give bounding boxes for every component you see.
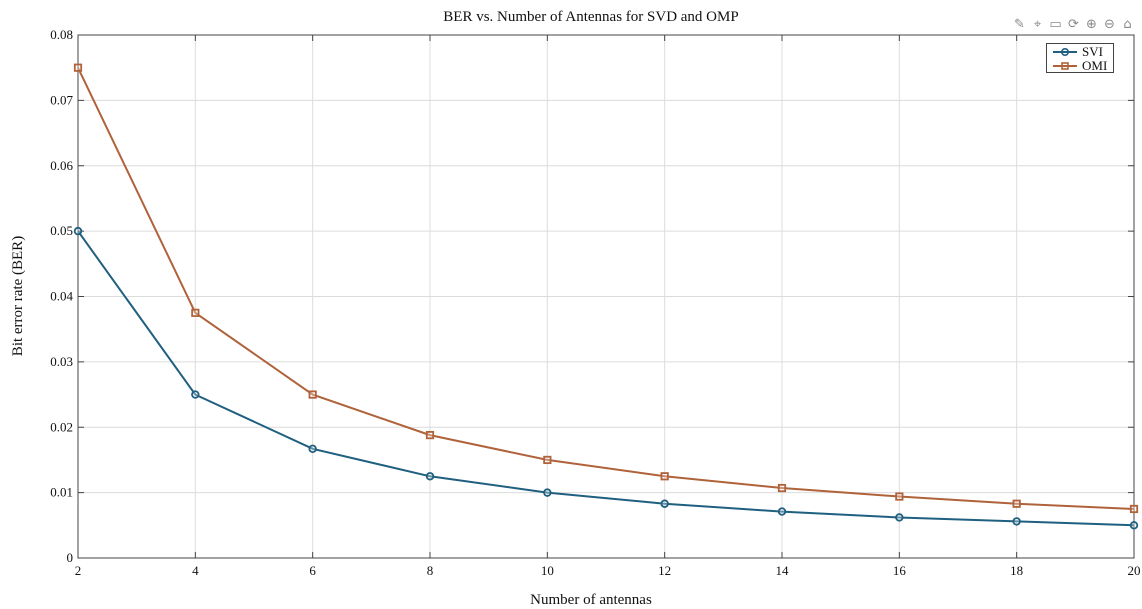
legend-label-svi: SVI	[1082, 44, 1103, 59]
data-point-omi	[1129, 504, 1139, 514]
legend: SVI OMI	[1046, 43, 1114, 73]
y-axis-label: Bit error rate (BER)	[10, 236, 26, 356]
export-icon[interactable]: ▭	[1049, 17, 1062, 32]
y-tick-label: 0.07	[50, 92, 73, 107]
brush-icon[interactable]: ✎	[1014, 17, 1025, 32]
x-tick-label: 8	[427, 563, 434, 578]
y-tick-label: 0.01	[50, 485, 73, 500]
legend-swatch-svi	[1053, 47, 1077, 57]
legend-label-omi: OMI	[1082, 58, 1108, 73]
series-line-omi	[77, 67, 1135, 510]
y-tick-label: 0.03	[50, 354, 73, 369]
zoom-in-icon[interactable]: ⊕	[1086, 17, 1097, 32]
axis-ticks: 2 4 6 8 10 12 14 16 18 20 0 0.01 0.02 0.03 0.04 0.05 0.0…	[50, 27, 1140, 578]
y-tick-label: 0	[67, 550, 74, 565]
y-tick-label: 0.05	[50, 223, 73, 238]
chart-title: BER vs. Number of Antennas for SVD and O…	[443, 9, 738, 25]
x-tick-label: 2	[75, 563, 82, 578]
data-point-omi	[543, 455, 552, 465]
data-point-svi	[1012, 517, 1021, 526]
rotate-icon[interactable]: ⟳	[1068, 17, 1079, 32]
data-point-omi	[1012, 499, 1021, 508]
data-point-svi	[660, 499, 669, 508]
x-tick-label: 14	[776, 563, 790, 578]
legend-swatch-omi	[1053, 62, 1077, 70]
data-point-svi	[308, 444, 317, 454]
data-point-omi	[425, 430, 435, 440]
data-point-svi	[777, 507, 787, 516]
x-tick-label: 18	[1010, 563, 1023, 578]
zoom-out-icon[interactable]: ⊖	[1104, 17, 1115, 32]
data-point-svi	[1129, 521, 1139, 530]
x-tick-label: 10	[541, 563, 554, 578]
data-point-svi	[191, 390, 200, 399]
series-omi	[73, 63, 1139, 514]
data-point-omi	[308, 390, 317, 399]
series-svi	[73, 226, 1139, 530]
legend-item-svi: SVI	[1051, 44, 1103, 59]
series-line-svi	[77, 230, 1135, 527]
y-tick-label: 0.08	[50, 27, 73, 42]
data-point-omi	[191, 308, 200, 317]
data-point-omi	[895, 492, 904, 501]
data-point-omi	[660, 472, 669, 481]
x-axis-label: Number of antennas	[530, 592, 652, 608]
home-icon[interactable]: ⌂	[1123, 17, 1132, 32]
data-point-svi	[73, 226, 83, 236]
x-tick-label: 12	[658, 563, 671, 578]
y-tick-label: 0.02	[50, 419, 73, 434]
data-point-omi	[777, 483, 787, 493]
data-point-svi	[895, 513, 904, 522]
figure-toolbar: ✎ ⌖ ▭ ⟳ ⊕ ⊖ ⌂	[1012, 17, 1135, 35]
data-point-omi	[73, 63, 83, 72]
datatip-icon[interactable]: ⌖	[1033, 17, 1042, 32]
y-tick-label: 0.04	[50, 289, 73, 304]
data-point-svi	[543, 488, 552, 497]
data-point-svi	[425, 472, 435, 481]
grid-lines	[77, 34, 1135, 559]
x-tick-label: 4	[192, 563, 199, 578]
y-tick-label: 0.06	[50, 158, 73, 173]
legend-item-omi: OMI	[1051, 58, 1108, 73]
series-layer	[73, 63, 1139, 530]
x-tick-label: 6	[309, 563, 316, 578]
x-tick-label: 16	[893, 563, 907, 578]
x-tick-label: 20	[1128, 563, 1141, 578]
